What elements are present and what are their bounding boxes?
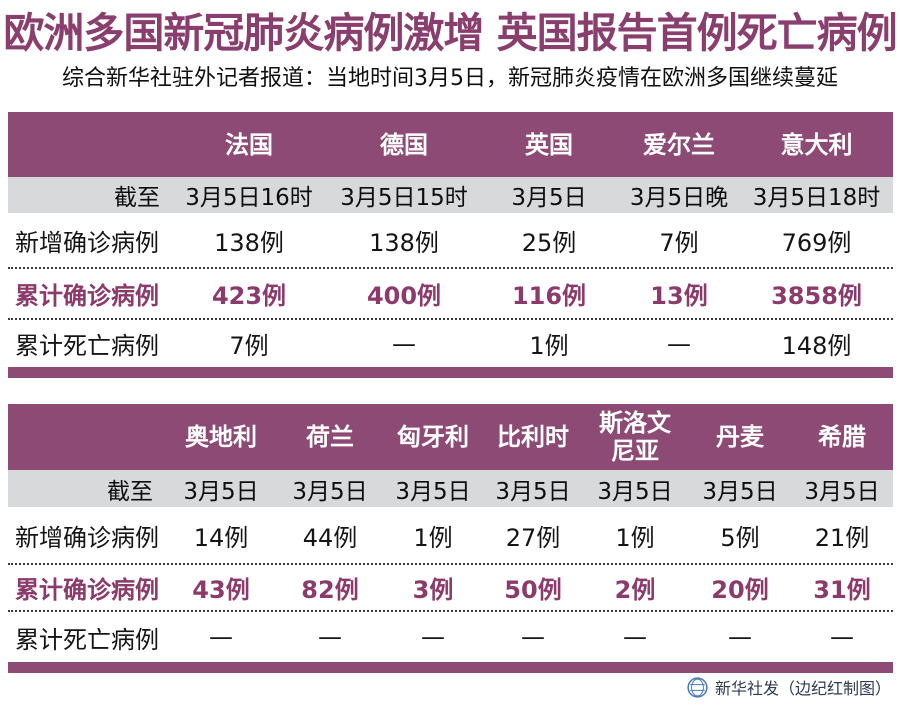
country-header: 法国	[225, 130, 273, 159]
table2-header-row: 奥地利 荷兰 匈牙利 比利时 斯洛文尼亚 丹麦 希腊	[8, 404, 893, 470]
value-cell: 148例	[781, 332, 852, 360]
table1-deaths-row: 累计死亡病例 7例 — 1例 — 148例	[8, 318, 893, 367]
value-cell: 25例	[521, 228, 577, 257]
country-header: 英国	[525, 130, 573, 159]
country-header: 匈牙利	[397, 423, 469, 451]
value-cell: —	[830, 623, 854, 651]
row-label: 累计确诊病例	[15, 576, 159, 604]
value-cell: 1例	[413, 523, 453, 552]
value-cell: 43例	[192, 576, 250, 604]
value-cell: 7例	[229, 332, 269, 360]
asof-cell: 3月5日16时	[185, 185, 313, 211]
country-header: 爱尔兰	[643, 130, 715, 159]
row-label: 截至	[114, 185, 160, 211]
value-cell: 769例	[781, 228, 852, 257]
page-title: 欧洲多国新冠肺炎病例激增 英国报告首例死亡病例	[3, 9, 897, 57]
value-cell: 20例	[711, 576, 769, 604]
row-label: 新增确诊病例	[15, 523, 159, 552]
value-cell: 423例	[211, 282, 287, 310]
table2-deaths-row: 累计死亡病例 — — — — — — —	[8, 610, 893, 662]
country-header: 斯洛文尼亚	[599, 409, 671, 465]
table1-bottom-bar	[8, 367, 893, 378]
asof-cell: 3月5日	[292, 478, 368, 505]
table2-asof-row: 截至 3月5日 3月5日 3月5日 3月5日 3月5日 3月5日 3月5日	[8, 470, 893, 507]
value-cell: 3858例	[771, 282, 862, 310]
country-header: 丹麦	[716, 423, 764, 451]
asof-cell: 3月5日	[495, 478, 571, 505]
table2-total-cases-row: 累计确诊病例 43例 82例 3例 50例 2例 20例 31例	[8, 563, 893, 610]
value-cell: —	[667, 329, 691, 358]
table2-bottom-bar	[8, 662, 893, 673]
header-spacer	[8, 112, 170, 177]
value-cell: 13例	[650, 282, 708, 310]
asof-cell: 3月5日	[702, 478, 778, 505]
value-cell: 21例	[814, 523, 870, 552]
credit-text: 新华社发（边纪红制图）	[714, 679, 891, 698]
asof-cell: 3月5日18时	[752, 185, 881, 211]
asof-cell: 3月5日晚	[629, 185, 729, 211]
xinhua-logo-icon	[687, 676, 708, 698]
value-cell: 7例	[659, 228, 699, 257]
value-cell: —	[521, 623, 545, 651]
value-cell: 14例	[193, 523, 249, 552]
asof-cell: 3月5日	[511, 185, 587, 211]
table2-new-cases-row: 新增确诊病例 14例 44例 1例 27例 1例 5例 21例	[8, 507, 893, 563]
value-cell: 116例	[511, 282, 587, 310]
value-cell: 2例	[614, 576, 656, 604]
credit-line: 新华社发（边纪红制图）	[0, 675, 900, 699]
table1-asof-row: 截至 3月5日16时 3月5日15时 3月5日 3月5日晚 3月5日18时	[8, 177, 893, 213]
table1-header-row: 法国 德国 英国 爱尔兰 意大利	[8, 112, 893, 177]
value-cell: 1例	[615, 523, 655, 552]
value-cell: 138例	[214, 228, 284, 257]
value-cell: 400例	[366, 282, 442, 310]
value-cell: 82例	[301, 576, 359, 604]
country-header: 奥地利	[185, 423, 257, 451]
value-cell: 1例	[529, 332, 569, 360]
table-europe-major: 法国 德国 英国 爱尔兰 意大利 截至 3月5日16时 3月5日15时 3月5日…	[8, 112, 893, 378]
value-cell: 50例	[504, 576, 562, 604]
value-cell: 44例	[302, 523, 358, 552]
value-cell: —	[392, 329, 416, 358]
row-label: 累计确诊病例	[15, 282, 159, 310]
infographic-page: 欧洲多国新冠肺炎病例激增 英国报告首例死亡病例 综合新华社驻外记者报道：当地时间…	[0, 9, 900, 708]
asof-cell: 3月5日	[183, 478, 259, 505]
value-cell: —	[728, 623, 752, 651]
asof-cell: 3月5日	[597, 478, 673, 505]
row-label: 累计死亡病例	[15, 625, 159, 654]
value-cell: —	[421, 623, 445, 651]
subtitle: 综合新华社驻外记者报道：当地时间3月5日，新冠肺炎疫情在欧洲多国继续蔓延	[62, 66, 838, 91]
asof-cell: 3月5日	[395, 478, 471, 505]
country-header: 荷兰	[306, 423, 354, 451]
country-header: 德国	[380, 130, 428, 159]
country-header: 意大利	[780, 130, 853, 159]
value-cell: —	[623, 623, 647, 651]
value-cell: 138例	[369, 228, 439, 257]
table-europe-other: 奥地利 荷兰 匈牙利 比利时 斯洛文尼亚 丹麦 希腊 截至 3月5日 3月5日 …	[8, 404, 893, 673]
country-header: 比利时	[497, 423, 569, 451]
value-cell: 31例	[813, 576, 871, 604]
value-cell: 3例	[412, 576, 454, 604]
asof-cell: 3月5日	[804, 478, 880, 505]
row-label: 累计死亡病例	[15, 332, 159, 360]
value-cell: —	[209, 623, 233, 651]
row-label: 新增确诊病例	[15, 228, 159, 257]
value-cell: 5例	[720, 523, 760, 552]
table1-new-cases-row: 新增确诊病例 138例 138例 25例 7例 769例	[8, 213, 893, 267]
country-header: 希腊	[818, 423, 866, 451]
value-cell: 27例	[505, 523, 561, 552]
header-spacer	[8, 404, 163, 470]
row-label: 截至	[107, 478, 153, 505]
asof-cell: 3月5日15时	[340, 185, 468, 211]
value-cell: —	[318, 623, 342, 651]
table1-total-cases-row: 累计确诊病例 423例 400例 116例 13例 3858例	[8, 267, 893, 318]
